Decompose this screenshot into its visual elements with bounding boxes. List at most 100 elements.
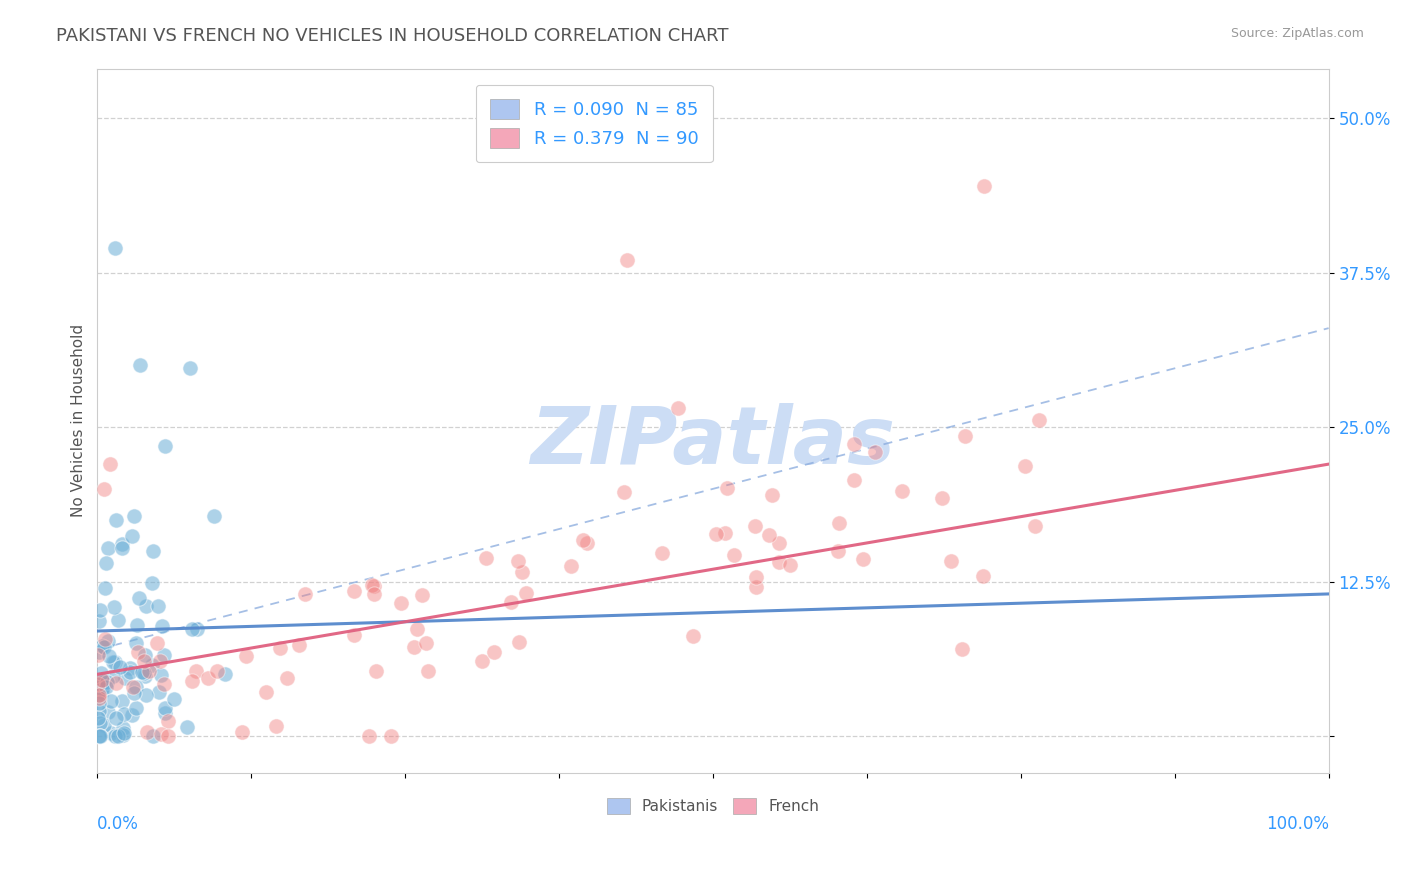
Point xyxy=(110,541,132,555)
Point xyxy=(153,439,176,453)
Point xyxy=(471,655,494,669)
Point xyxy=(515,586,537,600)
Point xyxy=(87,704,110,718)
Point xyxy=(294,587,316,601)
Point xyxy=(411,588,433,602)
Point xyxy=(90,673,112,687)
Point xyxy=(132,665,155,680)
Point xyxy=(135,688,157,702)
Point xyxy=(180,673,202,688)
Point xyxy=(118,660,141,674)
Point xyxy=(87,677,110,691)
Point xyxy=(186,622,208,636)
Point xyxy=(235,649,257,664)
Point xyxy=(89,715,111,730)
Point xyxy=(103,600,125,615)
Point xyxy=(153,677,176,691)
Point xyxy=(93,482,115,496)
Point xyxy=(571,533,593,548)
Point xyxy=(508,554,530,568)
Point xyxy=(104,675,127,690)
Point xyxy=(779,558,801,573)
Point xyxy=(973,178,995,193)
Point xyxy=(135,599,157,614)
Point xyxy=(93,718,115,732)
Point xyxy=(125,700,148,714)
Point xyxy=(127,645,149,659)
Point xyxy=(186,664,208,678)
Point xyxy=(153,706,176,721)
Point xyxy=(972,569,994,583)
Text: 100.0%: 100.0% xyxy=(1265,815,1329,833)
Point xyxy=(89,729,111,743)
Point xyxy=(744,518,766,533)
Point xyxy=(94,632,117,646)
Point xyxy=(122,686,145,700)
Point xyxy=(111,721,134,735)
Point xyxy=(276,671,298,685)
Point xyxy=(114,671,136,685)
Point xyxy=(827,544,849,558)
Point xyxy=(745,570,768,584)
Point xyxy=(87,711,110,725)
Point xyxy=(716,482,738,496)
Point xyxy=(150,619,173,633)
Point xyxy=(152,648,174,662)
Point xyxy=(745,580,768,594)
Point xyxy=(508,634,530,648)
Point xyxy=(90,640,112,654)
Point xyxy=(613,485,636,500)
Point xyxy=(142,543,165,558)
Point xyxy=(1028,413,1050,427)
Legend: Pakistanis, French: Pakistanis, French xyxy=(599,790,827,822)
Point xyxy=(104,729,127,743)
Point xyxy=(104,656,127,670)
Point xyxy=(713,525,735,540)
Point xyxy=(93,640,115,655)
Point xyxy=(97,634,120,648)
Point xyxy=(758,527,780,541)
Point xyxy=(844,437,866,451)
Point xyxy=(149,654,172,668)
Point xyxy=(125,636,148,650)
Point xyxy=(560,558,582,573)
Point xyxy=(1024,519,1046,533)
Text: Source: ZipAtlas.com: Source: ZipAtlas.com xyxy=(1230,27,1364,40)
Point xyxy=(179,360,201,375)
Point xyxy=(357,729,380,743)
Point xyxy=(89,603,111,617)
Point xyxy=(149,668,172,682)
Point xyxy=(112,728,135,742)
Point xyxy=(380,729,402,743)
Point xyxy=(135,725,157,739)
Point xyxy=(768,555,790,569)
Point xyxy=(101,655,124,669)
Point xyxy=(89,696,111,710)
Point xyxy=(364,665,387,679)
Point xyxy=(91,672,114,686)
Point xyxy=(499,595,522,609)
Point xyxy=(852,551,875,566)
Point xyxy=(176,720,198,734)
Point xyxy=(91,685,114,699)
Point xyxy=(842,473,865,487)
Text: 0.0%: 0.0% xyxy=(97,815,139,833)
Point xyxy=(142,729,165,743)
Point xyxy=(127,618,149,632)
Point xyxy=(231,724,253,739)
Point xyxy=(576,536,599,550)
Point xyxy=(863,445,886,459)
Point xyxy=(666,401,689,416)
Point xyxy=(343,584,366,599)
Point xyxy=(101,669,124,683)
Point xyxy=(134,648,156,663)
Point xyxy=(146,636,169,650)
Point xyxy=(761,488,783,502)
Point xyxy=(94,581,117,595)
Point xyxy=(87,645,110,659)
Point xyxy=(1014,459,1036,474)
Point xyxy=(682,629,704,643)
Point xyxy=(288,639,311,653)
Point xyxy=(157,714,180,728)
Point xyxy=(418,664,440,678)
